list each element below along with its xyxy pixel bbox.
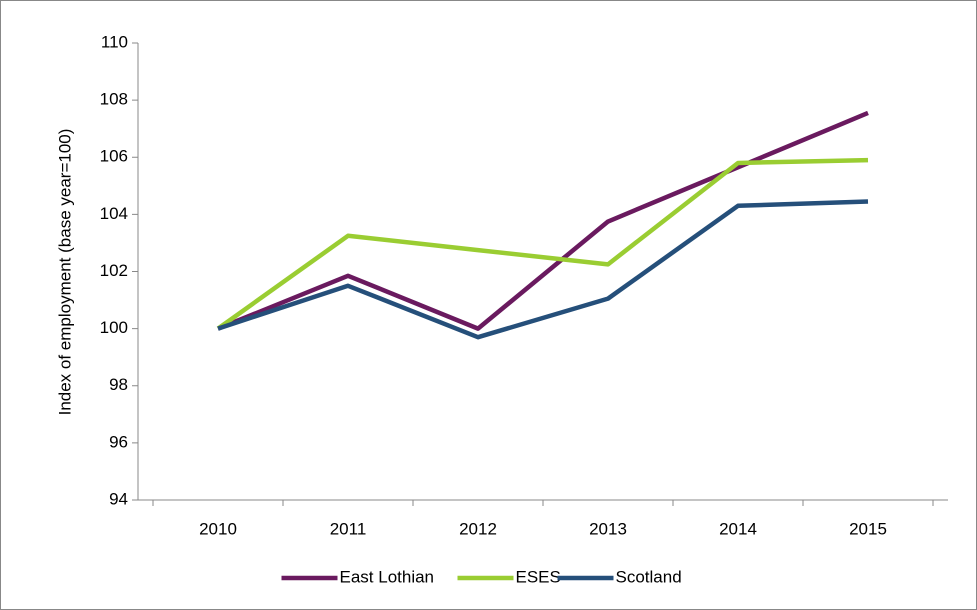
y-tick-label: 98 <box>109 375 128 394</box>
x-tick-label: 2012 <box>459 519 497 538</box>
series-line <box>217 110 869 331</box>
y-tick-label: 110 <box>101 32 128 51</box>
series-line <box>216 157 869 331</box>
y-tick-label: 100 <box>100 318 128 337</box>
x-tick-label: 2013 <box>589 519 627 538</box>
x-tick-label: 2015 <box>849 519 887 538</box>
legend-label: ESES <box>516 567 561 586</box>
legend-label: East Lothian <box>340 567 435 586</box>
y-axis-label: Index of employment (base year=100) <box>55 129 74 416</box>
x-tick-label: 2014 <box>719 519 757 538</box>
x-tick-label: 2011 <box>330 519 367 538</box>
y-tick-label: 108 <box>100 90 128 109</box>
legend-label: Scotland <box>616 567 682 586</box>
series-line <box>217 199 869 340</box>
y-tick-label: 94 <box>109 489 128 508</box>
y-tick-label: 102 <box>100 261 128 280</box>
y-tick-label: 96 <box>109 432 128 451</box>
y-tick-label: 106 <box>100 147 128 166</box>
y-tick-label: 104 <box>100 204 128 223</box>
x-tick-label: 2010 <box>199 519 237 538</box>
